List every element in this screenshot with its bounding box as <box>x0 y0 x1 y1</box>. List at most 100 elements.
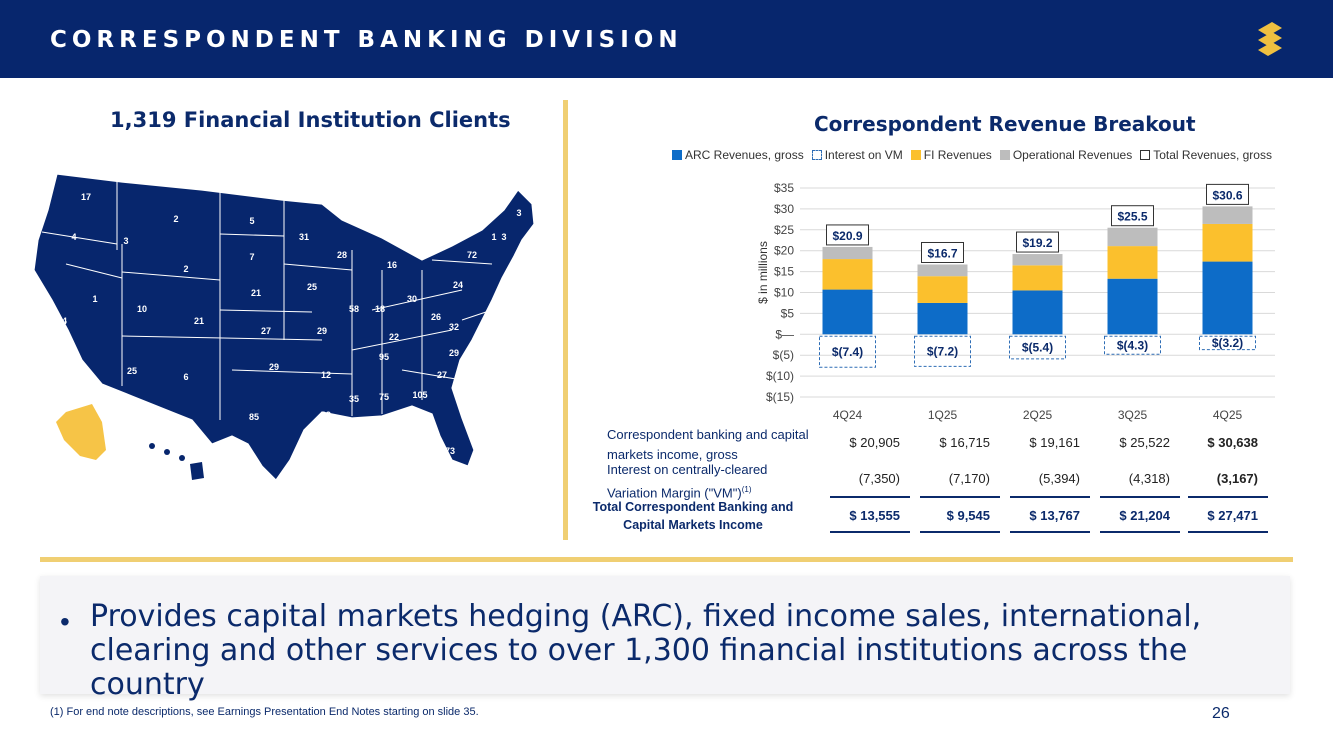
legend-fi: FI Revenues <box>910 148 992 162</box>
state-count: 73 <box>445 446 455 456</box>
bar-vm <box>1009 335 1066 360</box>
header-bar: CORRESPONDENT BANKING DIVISION <box>0 0 1333 78</box>
state-count: 3 <box>123 236 128 246</box>
legend-total: Total Revenues, gross <box>1140 148 1272 162</box>
x-tick-label: 4Q24 <box>833 408 863 422</box>
total-label: $16.7 <box>927 246 957 260</box>
table-cell: $ 21,204 <box>1119 508 1170 523</box>
total-label: $30.6 <box>1212 188 1242 202</box>
x-tick-label: 3Q25 <box>1118 408 1148 422</box>
state-count: 5 <box>249 216 254 226</box>
state-count: 105 <box>412 390 427 400</box>
bar-vm <box>1199 335 1256 351</box>
state-count: 7 <box>249 252 254 262</box>
state-count: 33 <box>507 282 517 292</box>
x-tick-label: 2Q25 <box>1023 408 1053 422</box>
chart-title: Correspondent Revenue Breakout <box>814 112 1196 136</box>
legend-swatch <box>999 150 1010 160</box>
table-cell: $ 16,715 <box>939 435 990 450</box>
state-count: 1 <box>92 294 97 304</box>
table-cell: (4,318) <box>1128 471 1170 486</box>
table-cell: $ 13,555 <box>849 508 900 523</box>
state-count: 25 <box>127 366 137 376</box>
bar-fi <box>917 276 968 303</box>
row-label-gross: Correspondent banking and capital market… <box>607 427 809 462</box>
state-count: 26 <box>431 312 441 322</box>
state-count: 25 <box>307 282 317 292</box>
state-count: 75 <box>379 392 389 402</box>
state-count: 10 <box>137 304 147 314</box>
table-underline <box>1010 496 1090 498</box>
table-cell: $ 25,522 <box>1119 435 1170 450</box>
y-tick-label: $— <box>775 327 794 341</box>
bar-fi <box>1012 265 1063 291</box>
table-underline <box>830 496 910 498</box>
summary-box: • Provides capital markets hedging (ARC)… <box>40 576 1290 702</box>
y-tick-label: $(15) <box>766 390 794 404</box>
state-count: 95 <box>379 352 389 362</box>
vm-label: $(7.2) <box>927 344 958 358</box>
total-label-box <box>1016 231 1059 253</box>
state-count: 29 <box>449 348 459 358</box>
page-title: CORRESPONDENT BANKING DIVISION <box>50 27 683 53</box>
total-label-box <box>921 241 964 263</box>
y-tick-label: $5 <box>781 306 795 320</box>
bar-ops <box>822 246 873 260</box>
state-count: 6 <box>515 268 520 278</box>
state-count: 3 <box>501 232 506 242</box>
state-count: 16 <box>387 260 397 270</box>
page-number: 26 <box>1212 705 1230 722</box>
state-count: 22 <box>389 332 399 342</box>
vm-label: $(3.2) <box>1212 336 1243 350</box>
bar-ops <box>1107 227 1158 247</box>
x-tick-label: 4Q25 <box>1213 408 1243 422</box>
table-cell: $ 9,545 <box>946 508 990 523</box>
table-underline <box>1188 496 1268 498</box>
y-tick-label: $20 <box>774 244 794 258</box>
state-count: 22 <box>529 240 539 250</box>
total-label: $19.2 <box>1022 236 1052 250</box>
total-label-box <box>826 224 869 246</box>
total-label: $25.5 <box>1117 210 1147 224</box>
hawaii-shape <box>149 443 204 480</box>
state-count: 24 <box>453 280 463 290</box>
us-client-map: 17 4 54 1 3 2 2 10 25 21 6 5 7 21 27 29 … <box>33 173 539 481</box>
total-label: $20.9 <box>832 229 862 243</box>
total-label-box <box>1111 205 1154 227</box>
table-cell: (7,170) <box>948 471 990 486</box>
legend-ops: Operational Revenues <box>999 148 1132 162</box>
bar-ops <box>1012 254 1063 266</box>
bar-ops <box>917 264 968 277</box>
legend-swatch <box>1140 150 1151 160</box>
bar-vm <box>819 335 876 368</box>
bar-arc <box>917 302 968 335</box>
bar-fi <box>1107 246 1158 279</box>
y-tick-label: $25 <box>774 223 794 237</box>
bar-vm <box>1104 335 1161 355</box>
state-count: 54 <box>57 316 67 326</box>
bar-ops <box>1202 206 1253 224</box>
state-count: 1 <box>491 232 496 242</box>
bullet-icon: • <box>60 606 70 637</box>
table-cell: $ 30,638 <box>1207 435 1258 450</box>
chart-legend: ARC Revenues, gross Interest on VM FI Re… <box>672 148 1272 162</box>
row-label-vm: Interest on centrally-cleared Variation … <box>607 462 768 501</box>
section-divider <box>40 557 1293 562</box>
vm-label: $(7.4) <box>832 345 863 359</box>
state-count: 19 <box>501 310 511 320</box>
y-tick-label: $30 <box>774 202 794 216</box>
state-count: 6 <box>183 372 188 382</box>
table-cell: (3,167) <box>1216 471 1258 486</box>
state-count: 31 <box>299 232 309 242</box>
bar-fi <box>822 259 873 290</box>
section-divider <box>563 100 568 540</box>
x-tick-label: 1Q25 <box>928 408 958 422</box>
table-underline <box>1100 496 1180 498</box>
table-cell: (5,394) <box>1038 471 1080 486</box>
state-count: 28 <box>337 250 347 260</box>
state-count: 12 <box>321 370 331 380</box>
state-count: 32 <box>449 322 459 332</box>
state-count: 29 <box>321 410 331 420</box>
state-count: 6 <box>491 320 496 330</box>
table-cell: $ 20,905 <box>849 435 900 450</box>
